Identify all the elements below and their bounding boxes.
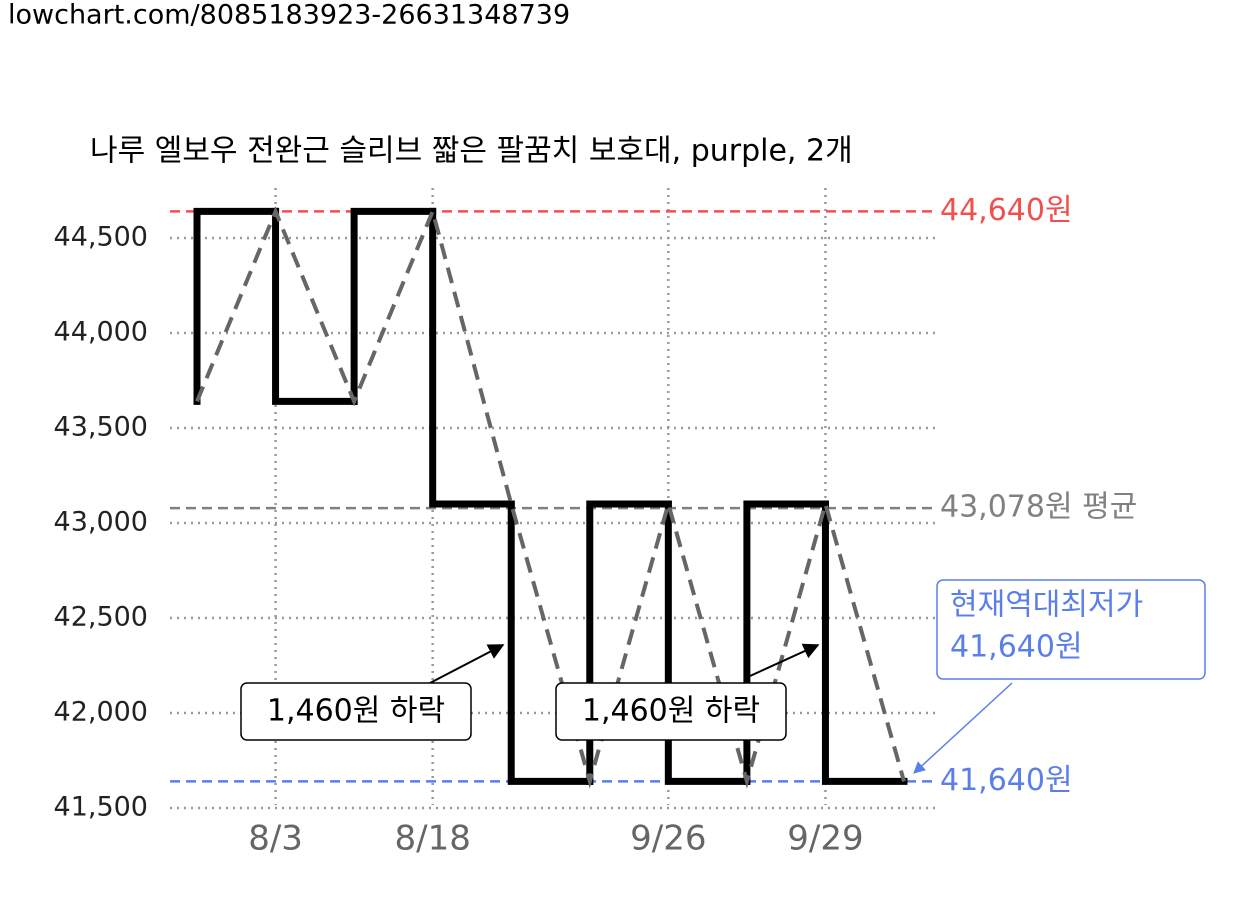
y-tick-label: 43,000 xyxy=(54,507,148,538)
annotation-arrow xyxy=(749,643,820,677)
y-tick-label: 44,500 xyxy=(54,222,148,253)
y-tick-label: 43,500 xyxy=(54,412,148,443)
callout-box xyxy=(936,579,1206,680)
callout-text: 41,640원 xyxy=(950,630,1083,665)
y-tick-label: 42,000 xyxy=(54,697,148,728)
callout-arrow xyxy=(913,682,1013,774)
annotation-box xyxy=(240,682,472,741)
chart-title: 나루 엘보우 전완근 슬리브 짧은 팔꿈치 보호대, purple, 2개 xyxy=(90,134,853,169)
x-tick-label: 8/18 xyxy=(394,819,470,859)
annotation-text: 1,460원 하락 xyxy=(267,694,445,729)
y-tick-label: 41,500 xyxy=(54,792,148,823)
max-label: 44,640원 xyxy=(940,193,1073,228)
average-label: 43,078원 평균 xyxy=(940,490,1137,525)
x-tick-label: 9/26 xyxy=(630,819,706,859)
step-segment xyxy=(821,500,908,785)
url: lowchart.com/8085183923-26631348739 xyxy=(8,0,570,31)
step-segment xyxy=(272,207,358,405)
step-segment xyxy=(350,207,437,405)
annotation-text: 1,460원 하락 xyxy=(582,694,760,729)
callout-text: 현재역대최저가 xyxy=(950,588,1143,623)
x-tick-label: 8/3 xyxy=(248,819,303,859)
step-segment xyxy=(507,500,594,785)
y-tick-label: 44,000 xyxy=(54,317,148,348)
price-line xyxy=(195,205,906,789)
min-label: 41,640원 xyxy=(940,763,1073,798)
x-tick-label: 9/29 xyxy=(787,819,863,859)
step-segment xyxy=(429,207,515,508)
step-segment xyxy=(664,500,751,785)
y-tick-label: 42,500 xyxy=(54,602,148,633)
annotation-box xyxy=(555,682,787,741)
annotation-arrow xyxy=(429,644,505,684)
step-segment xyxy=(193,207,280,405)
